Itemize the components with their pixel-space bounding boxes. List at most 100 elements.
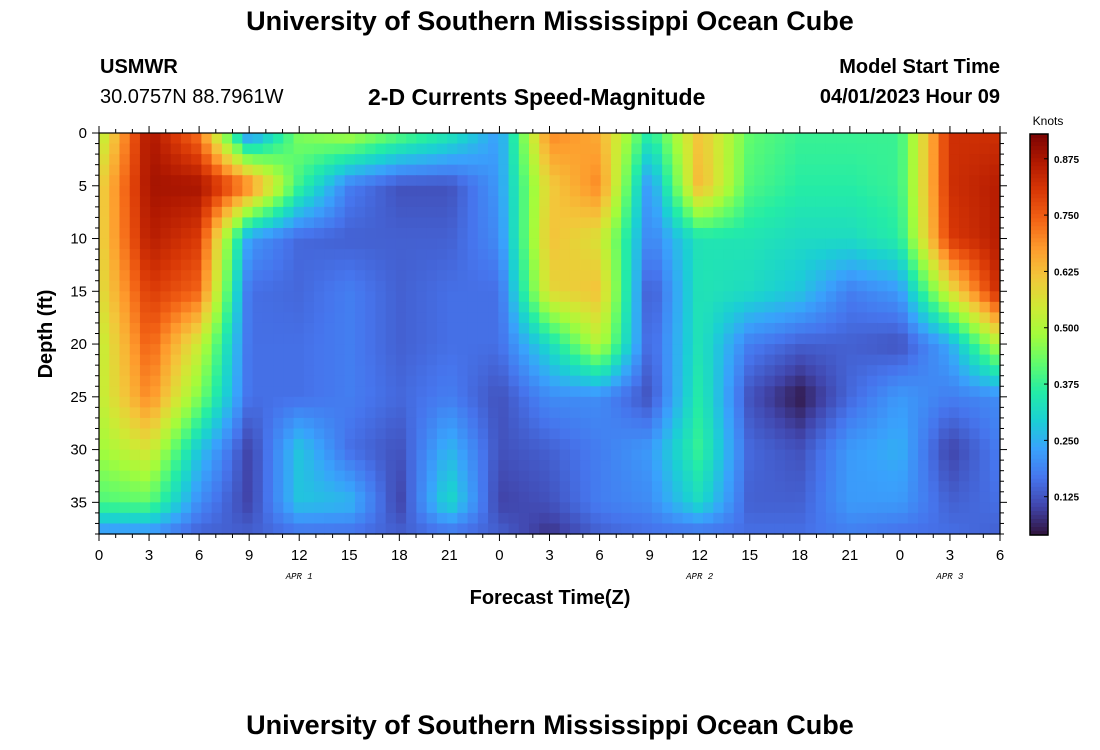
heatmap-cell bbox=[938, 143, 950, 155]
heatmap-cell bbox=[979, 428, 991, 440]
heatmap-cell bbox=[856, 523, 868, 535]
heatmap-cell bbox=[242, 449, 254, 461]
x-tick-label: 21 bbox=[441, 547, 458, 564]
heatmap-cell bbox=[252, 291, 264, 303]
heatmap-cell bbox=[631, 270, 643, 282]
heatmap-cell bbox=[979, 154, 991, 166]
heatmap-cell bbox=[416, 502, 428, 514]
heatmap-cell bbox=[139, 185, 151, 197]
heatmap-cell bbox=[191, 439, 202, 451]
heatmap-cell bbox=[662, 407, 673, 419]
heatmap-cell bbox=[232, 270, 243, 282]
heatmap-cell bbox=[375, 249, 387, 261]
heatmap-cell bbox=[293, 206, 305, 219]
heatmap-cell bbox=[682, 291, 694, 303]
heatmap-cell bbox=[928, 196, 940, 208]
heatmap-cell bbox=[508, 291, 520, 303]
heatmap-cell bbox=[109, 354, 121, 366]
heatmap-cell bbox=[303, 291, 315, 303]
heatmap-cell bbox=[959, 280, 970, 292]
heatmap-cell bbox=[979, 133, 991, 145]
heatmap-cell bbox=[457, 386, 469, 398]
heatmap-cell bbox=[682, 133, 694, 145]
heatmap-cell bbox=[324, 238, 336, 250]
heatmap-cell bbox=[569, 502, 581, 514]
heatmap-cell bbox=[436, 386, 448, 398]
heatmap-cell bbox=[416, 175, 428, 187]
heatmap-cell bbox=[938, 344, 950, 356]
heatmap-cell bbox=[795, 196, 807, 208]
heatmap-cell bbox=[498, 175, 510, 187]
heatmap-cell bbox=[733, 523, 745, 535]
colorbar-swatch bbox=[1030, 358, 1048, 364]
colorbar-swatch bbox=[1030, 390, 1048, 396]
heatmap-cell bbox=[436, 417, 448, 430]
heatmap-cell bbox=[395, 280, 407, 292]
heatmap-cell bbox=[170, 428, 182, 440]
heatmap-cell bbox=[774, 396, 786, 408]
heatmap-cell bbox=[621, 227, 633, 240]
heatmap-cell bbox=[662, 227, 673, 240]
heatmap-cell bbox=[334, 322, 346, 335]
heatmap-cell bbox=[918, 512, 929, 525]
heatmap-cell bbox=[447, 481, 458, 493]
heatmap-cell bbox=[334, 249, 346, 261]
heatmap-cell bbox=[938, 133, 950, 145]
heatmap-cell bbox=[262, 259, 274, 271]
heatmap-cell bbox=[467, 154, 479, 166]
heatmap-cell bbox=[703, 439, 714, 451]
heatmap-cell bbox=[754, 386, 766, 398]
heatmap-cell bbox=[99, 375, 110, 387]
heatmap-cell bbox=[672, 523, 684, 535]
heatmap-cell bbox=[600, 344, 612, 356]
heatmap-cell bbox=[569, 206, 581, 219]
heatmap-cell bbox=[99, 175, 110, 187]
heatmap-cell bbox=[457, 428, 469, 440]
heatmap-cell bbox=[866, 365, 878, 377]
heatmap-cell bbox=[395, 396, 407, 408]
heatmap-cell bbox=[969, 354, 981, 366]
heatmap-cell bbox=[764, 322, 776, 335]
colorbar-swatch bbox=[1030, 166, 1048, 171]
heatmap-cell bbox=[856, 439, 868, 451]
heatmap-cell bbox=[621, 523, 633, 535]
heatmap-cell bbox=[385, 365, 397, 377]
heatmap-cell bbox=[293, 417, 305, 430]
heatmap-cell bbox=[805, 449, 817, 461]
heatmap-cell bbox=[293, 439, 305, 451]
heatmap-cell bbox=[651, 407, 663, 419]
heatmap-cell bbox=[621, 175, 633, 187]
heatmap-cell bbox=[395, 417, 407, 430]
heatmap-cell bbox=[764, 407, 776, 419]
heatmap-cell bbox=[385, 206, 397, 219]
heatmap-cell bbox=[385, 491, 397, 503]
heatmap-cell bbox=[621, 133, 633, 145]
heatmap-cell bbox=[539, 502, 551, 514]
heatmap-cell bbox=[836, 259, 848, 271]
heatmap-cell bbox=[989, 143, 1001, 155]
heatmap-cell bbox=[877, 185, 888, 197]
heatmap-cell bbox=[201, 270, 213, 282]
heatmap-cell bbox=[365, 175, 377, 187]
heatmap-cell bbox=[150, 417, 162, 430]
heatmap-cell bbox=[764, 301, 776, 313]
heatmap-cell bbox=[406, 175, 417, 187]
heatmap-cell bbox=[395, 175, 407, 187]
heatmap-cell bbox=[887, 133, 899, 145]
heatmap-cell bbox=[211, 196, 223, 208]
heatmap-cell bbox=[836, 491, 848, 503]
heatmap-cell bbox=[354, 196, 366, 208]
heatmap-cell bbox=[365, 270, 377, 282]
heatmap-cell bbox=[273, 238, 284, 250]
heatmap-cell bbox=[928, 449, 940, 461]
heatmap-cell bbox=[518, 333, 530, 345]
heatmap-cell bbox=[467, 407, 479, 419]
heatmap-cell bbox=[498, 470, 510, 482]
heatmap-cell bbox=[344, 238, 356, 250]
heatmap-cell bbox=[815, 249, 827, 261]
heatmap-cell bbox=[774, 291, 786, 303]
heatmap-cell bbox=[303, 386, 315, 398]
heatmap-cell bbox=[109, 491, 121, 503]
heatmap-cell bbox=[109, 407, 121, 419]
heatmap-cell bbox=[447, 512, 458, 525]
